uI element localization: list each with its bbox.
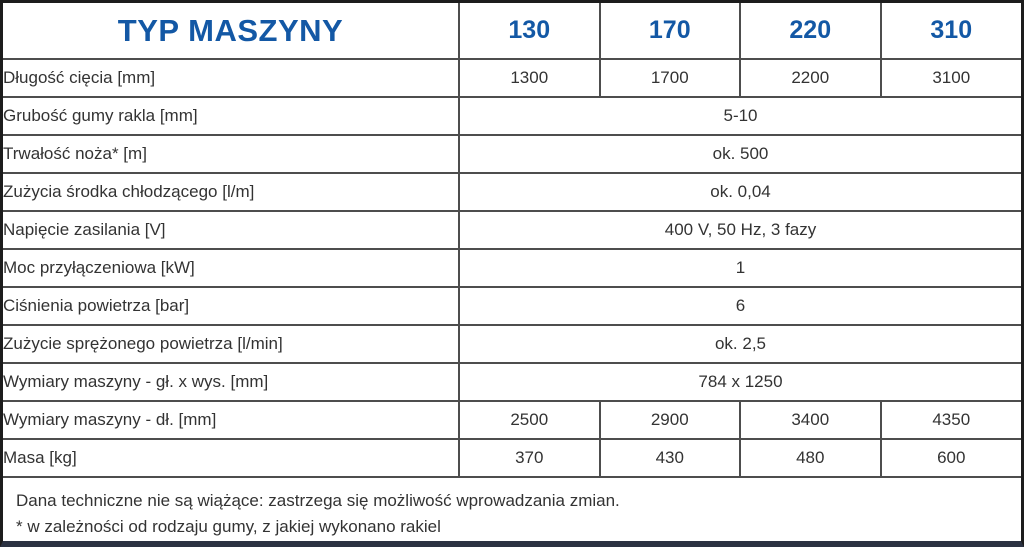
footnote-disclaimer: Dana techniczne nie są wiążące: zastrzeg… xyxy=(16,491,620,510)
table-row-blade-life: Trwałość noża* [m] ok. 500 xyxy=(3,134,1021,174)
row-label: Zużycie sprężonego powietrza [l/min] xyxy=(3,324,460,364)
row-value: 1300 xyxy=(458,58,601,98)
table-row-air-pressure: Ciśnienia powietrza [bar] 6 xyxy=(3,286,1021,326)
row-value-span: 1 xyxy=(458,248,1021,288)
table-row-cutting-length: Długość cięcia [mm] 1300 1700 2200 3100 xyxy=(3,58,1021,98)
row-value: 4350 xyxy=(879,400,1021,440)
column-header-130: 130 xyxy=(458,3,601,60)
row-value: 370 xyxy=(458,438,601,478)
table-row-dimensions-length: Wymiary maszyny - dł. [mm] 2500 2900 340… xyxy=(3,400,1021,440)
row-label: Trwałość noża* [m] xyxy=(3,134,460,174)
row-value-span: 6 xyxy=(458,286,1021,326)
footnotes: Dana techniczne nie są wiążące: zastrzeg… xyxy=(3,478,1021,540)
column-header-220: 220 xyxy=(739,3,882,60)
footnote-asterisk: * w zależności od rodzaju gumy, z jakiej… xyxy=(16,517,441,536)
row-label: Napięcie zasilania [V] xyxy=(3,210,460,250)
row-value: 430 xyxy=(598,438,741,478)
table-row-coolant-usage: Zużycia środka chłodzącego [l/m] ok. 0,0… xyxy=(3,172,1021,212)
row-value-span: 400 V, 50 Hz, 3 fazy xyxy=(458,210,1021,250)
table-row-dimensions-depth-height: Wymiary maszyny - gł. x wys. [mm] 784 x … xyxy=(3,362,1021,402)
row-value-span: 784 x 1250 xyxy=(458,362,1021,402)
row-value-span: ok. 0,04 xyxy=(458,172,1021,212)
row-label: Długość cięcia [mm] xyxy=(3,58,460,98)
row-label: Wymiary maszyny - dł. [mm] xyxy=(3,400,460,440)
row-value: 480 xyxy=(739,438,882,478)
row-label: Masa [kg] xyxy=(3,438,460,478)
table-title: TYP MASZYNY xyxy=(3,3,460,60)
row-value: 3400 xyxy=(739,400,882,440)
row-value: 2900 xyxy=(598,400,741,440)
column-header-170: 170 xyxy=(598,3,741,60)
row-value: 2500 xyxy=(458,400,601,440)
row-label: Grubość gumy rakla [mm] xyxy=(3,96,460,136)
row-label: Moc przyłączeniowa [kW] xyxy=(3,248,460,288)
column-header-310: 310 xyxy=(879,3,1021,60)
row-value: 1700 xyxy=(598,58,741,98)
row-value-span: ok. 2,5 xyxy=(458,324,1021,364)
row-value-span: ok. 500 xyxy=(458,134,1021,174)
table-row-compressed-air-usage: Zużycie sprężonego powietrza [l/min] ok.… xyxy=(3,324,1021,364)
machine-spec-table: TYP MASZYNY 130 170 220 310 Długość cięc… xyxy=(3,3,1021,478)
row-value-span: 5-10 xyxy=(458,96,1021,136)
table-row-connected-power: Moc przyłączeniowa [kW] 1 xyxy=(3,248,1021,288)
table-row-mass: Masa [kg] 370 430 480 600 xyxy=(3,438,1021,478)
row-label: Wymiary maszyny - gł. x wys. [mm] xyxy=(3,362,460,402)
row-value: 600 xyxy=(879,438,1021,478)
row-value: 2200 xyxy=(739,58,882,98)
row-value: 3100 xyxy=(879,58,1021,98)
row-label: Zużycia środka chłodzącego [l/m] xyxy=(3,172,460,212)
table-row-supply-voltage: Napięcie zasilania [V] 400 V, 50 Hz, 3 f… xyxy=(3,210,1021,250)
table-row-rubber-thickness: Grubość gumy rakla [mm] 5-10 xyxy=(3,96,1021,136)
row-label: Ciśnienia powietrza [bar] xyxy=(3,286,460,326)
header-row: TYP MASZYNY 130 170 220 310 xyxy=(3,3,1021,60)
